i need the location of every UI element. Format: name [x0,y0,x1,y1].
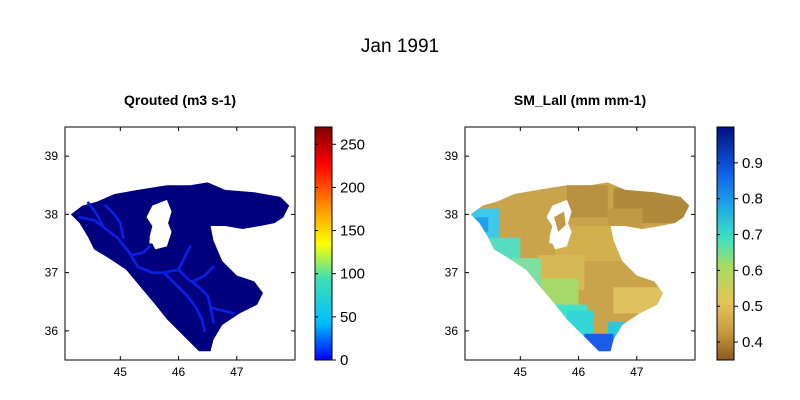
sm-lall-x-tick-label: 47 [630,365,644,379]
qrouted-colorbar-tick-label: 100 [340,266,365,283]
qrouted-plot-frame [64,126,296,361]
sm-lall-colorbar-tick-label: 0.7 [742,227,763,244]
qrouted-x-tick-label: 45 [114,365,128,379]
qrouted-x-tick-label: 46 [172,365,186,379]
qrouted-colorbar: 0 50 100 150 200 250 [314,126,365,369]
sm-lall-colorbar-tick-label: 0.9 [742,155,763,172]
qrouted-colorbar-tick-label: 200 [340,179,365,196]
sm-lall-x-ticks: 45 46 47 [514,127,644,379]
qrouted-y-tick-label: 39 [45,149,59,163]
figure-title: Jan 1991 [361,36,439,57]
qrouted-river-channels [78,201,236,333]
sm-lall-colorbar-ramp [717,127,734,360]
qrouted-island-cells [149,231,160,244]
qrouted-colorbar-tick-label: 50 [340,309,357,326]
sm-lall-colorbar-frame [716,126,735,361]
panel-sm-lall-title: SM_Lall (mm mm-1) [514,92,646,108]
sm-lall-colorbar-ticks: 0.4 0.5 0.6 0.7 0.8 0.9 [717,155,763,351]
sm-lall-y-ticks: 36 37 38 39 [445,149,695,338]
qrouted-y-tick-label: 36 [45,324,59,338]
sm-lall-island-cells [549,231,560,244]
sm-lall-colorbar-tick-label: 0.5 [742,298,763,315]
qrouted-colorbar-ramp [315,127,332,360]
qrouted-x-ticks: 45 46 47 [114,127,244,379]
qrouted-y-tick-label: 37 [45,266,59,280]
qrouted-y-tick-label: 38 [45,207,59,221]
sm-lall-colorbar: 0.4 0.5 0.6 0.7 0.8 0.9 [716,126,763,361]
panel-qrouted-title: Qrouted (m3 s-1) [124,92,236,108]
qrouted-colorbar-ticks: 0 50 100 150 200 250 [315,136,365,369]
panel-sm-lall: SM_Lall (mm mm-1) [445,92,763,379]
sm-lall-plot-area: 45 46 47 36 37 38 39 [445,126,696,379]
sm-lall-y-tick-label: 37 [445,266,459,280]
panel-qrouted: Qrouted (m3 s-1) [45,92,365,379]
qrouted-colorbar-tick-label: 250 [340,136,365,153]
sm-lall-colorbar-tick-label: 0.6 [742,262,763,279]
qrouted-colorbar-frame [314,126,333,361]
sm-lall-x-tick-label: 46 [572,365,586,379]
sm-lall-x-tick-label: 45 [514,365,528,379]
sm-lall-island-fill [554,211,566,232]
qrouted-x-tick-label: 47 [230,365,244,379]
qrouted-colorbar-tick-label: 150 [340,223,365,240]
sm-lall-y-tick-label: 39 [445,149,459,163]
qrouted-colorbar-tick-label: 0 [340,352,348,369]
sm-lall-colorbar-tick-label: 0.4 [742,334,763,351]
qrouted-plot-area: 45 46 47 36 37 38 39 [45,126,296,379]
sm-lall-plot-frame [464,126,696,361]
qrouted-y-ticks: 36 37 38 39 [45,149,295,338]
sm-lall-y-tick-label: 36 [445,324,459,338]
qrouted-field [70,182,290,352]
sm-lall-y-tick-label: 38 [445,207,459,221]
sm-lall-colorbar-tick-label: 0.8 [742,191,763,208]
